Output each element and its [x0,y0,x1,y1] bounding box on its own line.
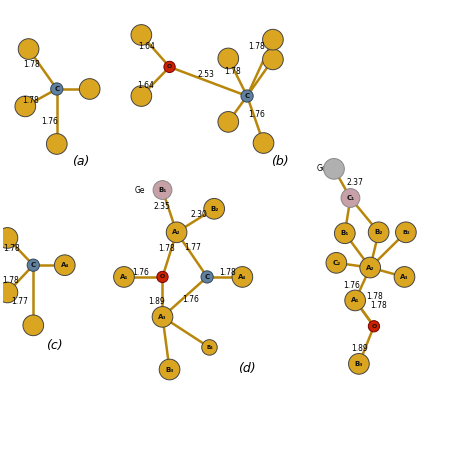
Text: 1.78: 1.78 [23,96,39,105]
Text: A₃: A₃ [158,314,167,320]
Text: C: C [245,93,250,99]
Text: 1.78: 1.78 [366,292,383,301]
Text: 1.89: 1.89 [351,344,368,353]
Text: B₂: B₂ [402,230,410,235]
Circle shape [0,282,18,303]
Text: A₁: A₁ [120,274,128,280]
Text: 2.30: 2.30 [191,210,208,219]
Circle shape [27,259,39,271]
Circle shape [263,49,283,70]
Circle shape [46,134,67,155]
Circle shape [202,340,217,355]
Text: C: C [31,262,36,268]
Circle shape [131,86,152,106]
Circle shape [131,25,152,46]
Text: 1.78: 1.78 [225,67,241,76]
Circle shape [201,271,213,283]
Circle shape [79,79,100,100]
Text: O: O [160,274,165,280]
Text: C: C [54,86,59,92]
Circle shape [263,29,283,50]
Text: 1.76: 1.76 [343,282,360,291]
Text: 1.78: 1.78 [370,301,387,310]
Circle shape [157,271,168,283]
Text: 1.76: 1.76 [248,110,265,119]
Circle shape [348,354,369,374]
Circle shape [341,189,360,208]
Circle shape [18,39,39,59]
Text: 1.78: 1.78 [158,244,174,253]
Text: 1.89: 1.89 [148,297,165,306]
Circle shape [360,257,381,278]
Text: 1.64: 1.64 [137,81,155,90]
Circle shape [218,111,238,132]
Circle shape [218,48,238,69]
Circle shape [368,222,389,243]
Text: 1.78: 1.78 [24,60,40,69]
Text: B₁: B₁ [341,230,349,236]
Circle shape [23,315,44,336]
Text: 1.76: 1.76 [182,294,199,303]
Text: 1.78: 1.78 [2,276,18,285]
Circle shape [152,307,173,327]
Circle shape [55,255,75,275]
Circle shape [241,90,253,102]
Text: A₂: A₂ [366,264,374,271]
Circle shape [395,222,416,243]
Text: (d): (d) [238,362,256,375]
Text: 2.37: 2.37 [346,179,364,187]
Circle shape [164,61,175,73]
Text: C: C [205,274,210,280]
Circle shape [324,158,344,179]
Text: (b): (b) [271,155,289,168]
Text: Ge: Ge [317,164,328,173]
Circle shape [153,181,172,200]
Circle shape [15,96,36,117]
Circle shape [0,228,18,248]
Circle shape [394,266,415,287]
Circle shape [204,199,225,219]
Text: 1.78: 1.78 [3,244,19,253]
Text: (c): (c) [46,338,63,352]
Text: O: O [167,64,172,69]
Circle shape [166,222,187,243]
Text: A₃: A₃ [400,274,409,280]
Text: C₂: C₂ [332,260,340,266]
Circle shape [114,266,134,287]
Text: C₁: C₁ [346,195,355,201]
Circle shape [335,223,355,244]
Text: B₄: B₄ [206,345,213,350]
Circle shape [51,83,63,95]
Text: 1.76: 1.76 [132,268,149,277]
Text: 1.77: 1.77 [11,297,27,306]
Circle shape [345,290,365,311]
Text: B₂: B₂ [374,229,383,235]
Text: O: O [371,324,376,329]
Text: B₁: B₁ [158,187,167,193]
Text: A₄: A₄ [238,274,246,280]
Text: B₃: B₃ [355,361,363,367]
Circle shape [253,133,274,154]
Text: A₂: A₂ [173,229,181,235]
Circle shape [326,253,346,273]
Text: 1.64: 1.64 [138,42,155,51]
Text: Ge: Ge [135,185,145,194]
Text: 1.77: 1.77 [184,243,201,252]
Text: A₄: A₄ [61,262,69,268]
Text: B₃: B₃ [165,366,174,373]
Text: 2.35: 2.35 [153,202,170,211]
Text: 1.76: 1.76 [41,118,58,127]
Text: 1.78: 1.78 [219,268,236,277]
Text: B₂: B₂ [210,206,219,212]
Text: (a): (a) [72,155,89,168]
Text: 1.78: 1.78 [248,42,265,51]
Text: 2.53: 2.53 [197,71,214,79]
Circle shape [368,320,380,332]
Text: A₁: A₁ [351,297,359,303]
Circle shape [159,359,180,380]
Circle shape [232,266,253,287]
